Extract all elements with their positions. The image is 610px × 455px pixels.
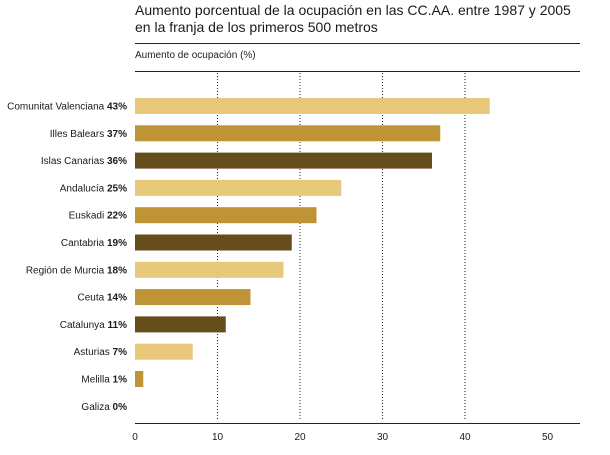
category-label-1: Illes Balears 37%: [50, 129, 127, 140]
category-label-7: Ceuta 14%: [78, 293, 128, 304]
x-tick-label-0: 0: [132, 432, 138, 443]
value-label-6: 18%: [107, 265, 127, 276]
category-name-1: Illes Balears: [50, 129, 107, 140]
category-name-7: Ceuta: [78, 293, 107, 304]
bar-2: [135, 152, 432, 169]
category-label-2: Islas Canarias 36%: [41, 156, 127, 167]
bar-7: [135, 289, 251, 306]
value-label-5: 19%: [107, 238, 127, 249]
value-label-2: 36%: [107, 156, 127, 167]
x-tick-label-20: 20: [294, 432, 306, 443]
bar-1: [135, 125, 441, 142]
category-name-4: Euskadi: [69, 211, 107, 222]
value-label-7: 14%: [107, 293, 127, 304]
x-tick-label-10: 10: [212, 432, 224, 443]
bar-10: [135, 371, 144, 387]
value-label-8: 11%: [108, 320, 128, 331]
category-name-2: Islas Canarias: [41, 156, 107, 167]
category-label-10: Melilla 1%: [81, 375, 127, 386]
bar-4: [135, 207, 317, 224]
value-label-9: 7%: [113, 347, 128, 358]
bar-3: [135, 179, 342, 196]
chart-title-line-1: Aumento porcentual de la ocupación en la…: [135, 2, 571, 18]
x-tick-label-30: 30: [377, 432, 389, 443]
x-tick-label-50: 50: [542, 432, 554, 443]
category-name-9: Asturias: [74, 347, 113, 358]
category-name-10: Melilla: [81, 375, 112, 386]
value-label-4: 22%: [107, 211, 127, 222]
category-label-5: Cantabria 19%: [61, 238, 127, 249]
chart-title-line-2: en la franja de los primeros 500 metros: [135, 19, 378, 35]
category-name-8: Catalunya: [60, 320, 108, 331]
chart-title: Aumento porcentual de la ocupación en la…: [135, 2, 595, 36]
category-label-3: Andalucía 25%: [60, 183, 127, 194]
header-divider: [135, 71, 580, 72]
category-label-6: Región de Murcia 18%: [26, 265, 127, 276]
category-name-3: Andalucía: [60, 183, 107, 194]
category-label-11: Galiza 0%: [81, 402, 127, 413]
bar-0: [135, 98, 490, 114]
title-divider: [135, 43, 580, 44]
category-name-0: Comunitat Valenciana: [7, 102, 107, 113]
category-label-8: Catalunya 11%: [60, 320, 127, 331]
y-axis-label: Aumento de ocupación (%): [135, 50, 256, 61]
bar-8: [135, 316, 226, 333]
value-label-10: 1%: [113, 375, 128, 386]
value-label-1: 37%: [107, 129, 127, 140]
bar-9: [135, 343, 193, 360]
x-axis-line: [135, 423, 580, 424]
value-label-3: 25%: [107, 183, 127, 194]
category-label-0: Comunitat Valenciana 43%: [7, 102, 127, 113]
category-name-6: Región de Murcia: [26, 265, 107, 276]
x-tick-label-40: 40: [459, 432, 471, 443]
bar-6: [135, 261, 284, 278]
category-label-9: Asturias 7%: [74, 347, 127, 358]
value-label-11: 0%: [113, 402, 128, 413]
category-name-5: Cantabria: [61, 238, 107, 249]
value-label-0: 43%: [107, 102, 127, 113]
bar-5: [135, 234, 292, 251]
category-name-11: Galiza: [81, 402, 112, 413]
category-label-4: Euskadi 22%: [69, 211, 127, 222]
